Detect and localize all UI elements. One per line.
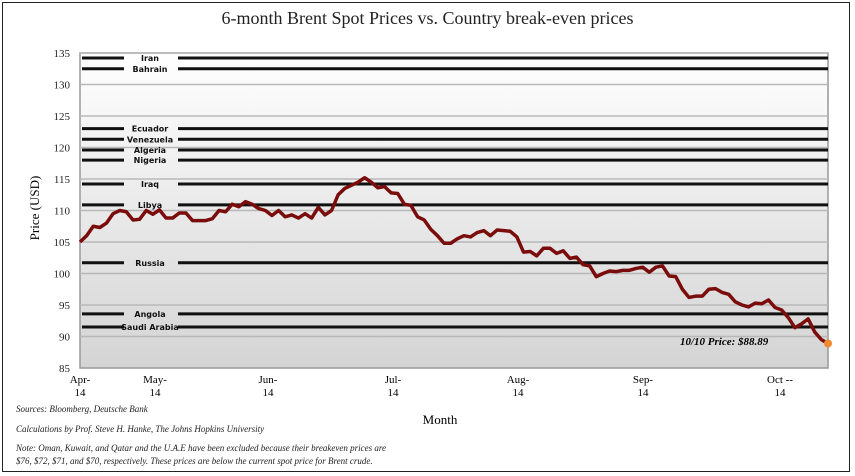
x-tick-label: Aug- 14 bbox=[506, 374, 530, 399]
breakeven-label: Iraq bbox=[141, 180, 159, 189]
breakeven-label: Algeria bbox=[134, 146, 166, 155]
x-tick-label: Jul- 14 bbox=[384, 374, 402, 399]
y-tick-label: 115 bbox=[54, 174, 71, 186]
breakeven-label: Nigeria bbox=[134, 156, 167, 165]
y-tick-label: 100 bbox=[54, 269, 71, 281]
chart-title: 6-month Brent Spot Prices vs. Country br… bbox=[221, 8, 634, 28]
x-axis-label: Month bbox=[422, 412, 458, 427]
y-tick-label: 105 bbox=[54, 237, 71, 249]
latest-price-marker bbox=[824, 339, 832, 348]
exclusion-note-line2: $76, $72, $71, and $70, respectively. Th… bbox=[16, 456, 373, 466]
price-annotation: 10/10 Price: $88.89 bbox=[680, 336, 769, 348]
x-tick-label: Apr- 14 bbox=[69, 374, 91, 399]
x-tick-label: Oct -- 14 bbox=[767, 374, 793, 399]
y-tick-label: 90 bbox=[59, 332, 71, 344]
x-tick-label: Jun- 14 bbox=[258, 374, 278, 399]
sources-note: Sources: Bloomberg, Deutsche Bank bbox=[16, 404, 148, 414]
breakeven-label: Libya bbox=[138, 201, 162, 210]
x-tick-label: Sep- 14 bbox=[632, 374, 654, 399]
breakeven-label: Iran bbox=[141, 54, 159, 63]
y-tick-label: 135 bbox=[54, 48, 71, 60]
breakeven-label: Russia bbox=[135, 259, 165, 268]
brent-price-line bbox=[78, 175, 829, 346]
y-tick-label: 120 bbox=[54, 143, 71, 155]
calculations-note: Calculations by Prof. Steve H. Hanke, Th… bbox=[16, 424, 265, 434]
y-axis-label: Price (USD) bbox=[27, 175, 42, 241]
y-tick-label: 85 bbox=[59, 363, 71, 375]
y-tick-label: 125 bbox=[54, 111, 71, 123]
y-tick-label: 110 bbox=[54, 206, 71, 218]
breakeven-label: Angola bbox=[134, 310, 165, 319]
breakeven-label: Saudi Arabia bbox=[121, 323, 179, 332]
breakeven-label: Ecuador bbox=[132, 125, 169, 134]
y-tick-label: 95 bbox=[59, 300, 71, 312]
chart-frame bbox=[2, 2, 850, 472]
x-tick-label: May- 14 bbox=[143, 374, 167, 399]
exclusion-note-line1: Note: Oman, Kuwait, and Qatar and the U.… bbox=[16, 443, 386, 453]
breakeven-label: Bahrain bbox=[133, 65, 168, 74]
y-tick-label: 130 bbox=[54, 80, 71, 92]
breakeven-label: Venezuela bbox=[127, 135, 173, 144]
